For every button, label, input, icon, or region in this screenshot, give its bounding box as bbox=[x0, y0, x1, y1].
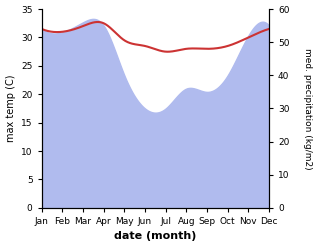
Y-axis label: med. precipitation (kg/m2): med. precipitation (kg/m2) bbox=[303, 48, 313, 169]
Y-axis label: max temp (C): max temp (C) bbox=[5, 75, 16, 142]
X-axis label: date (month): date (month) bbox=[114, 231, 197, 242]
